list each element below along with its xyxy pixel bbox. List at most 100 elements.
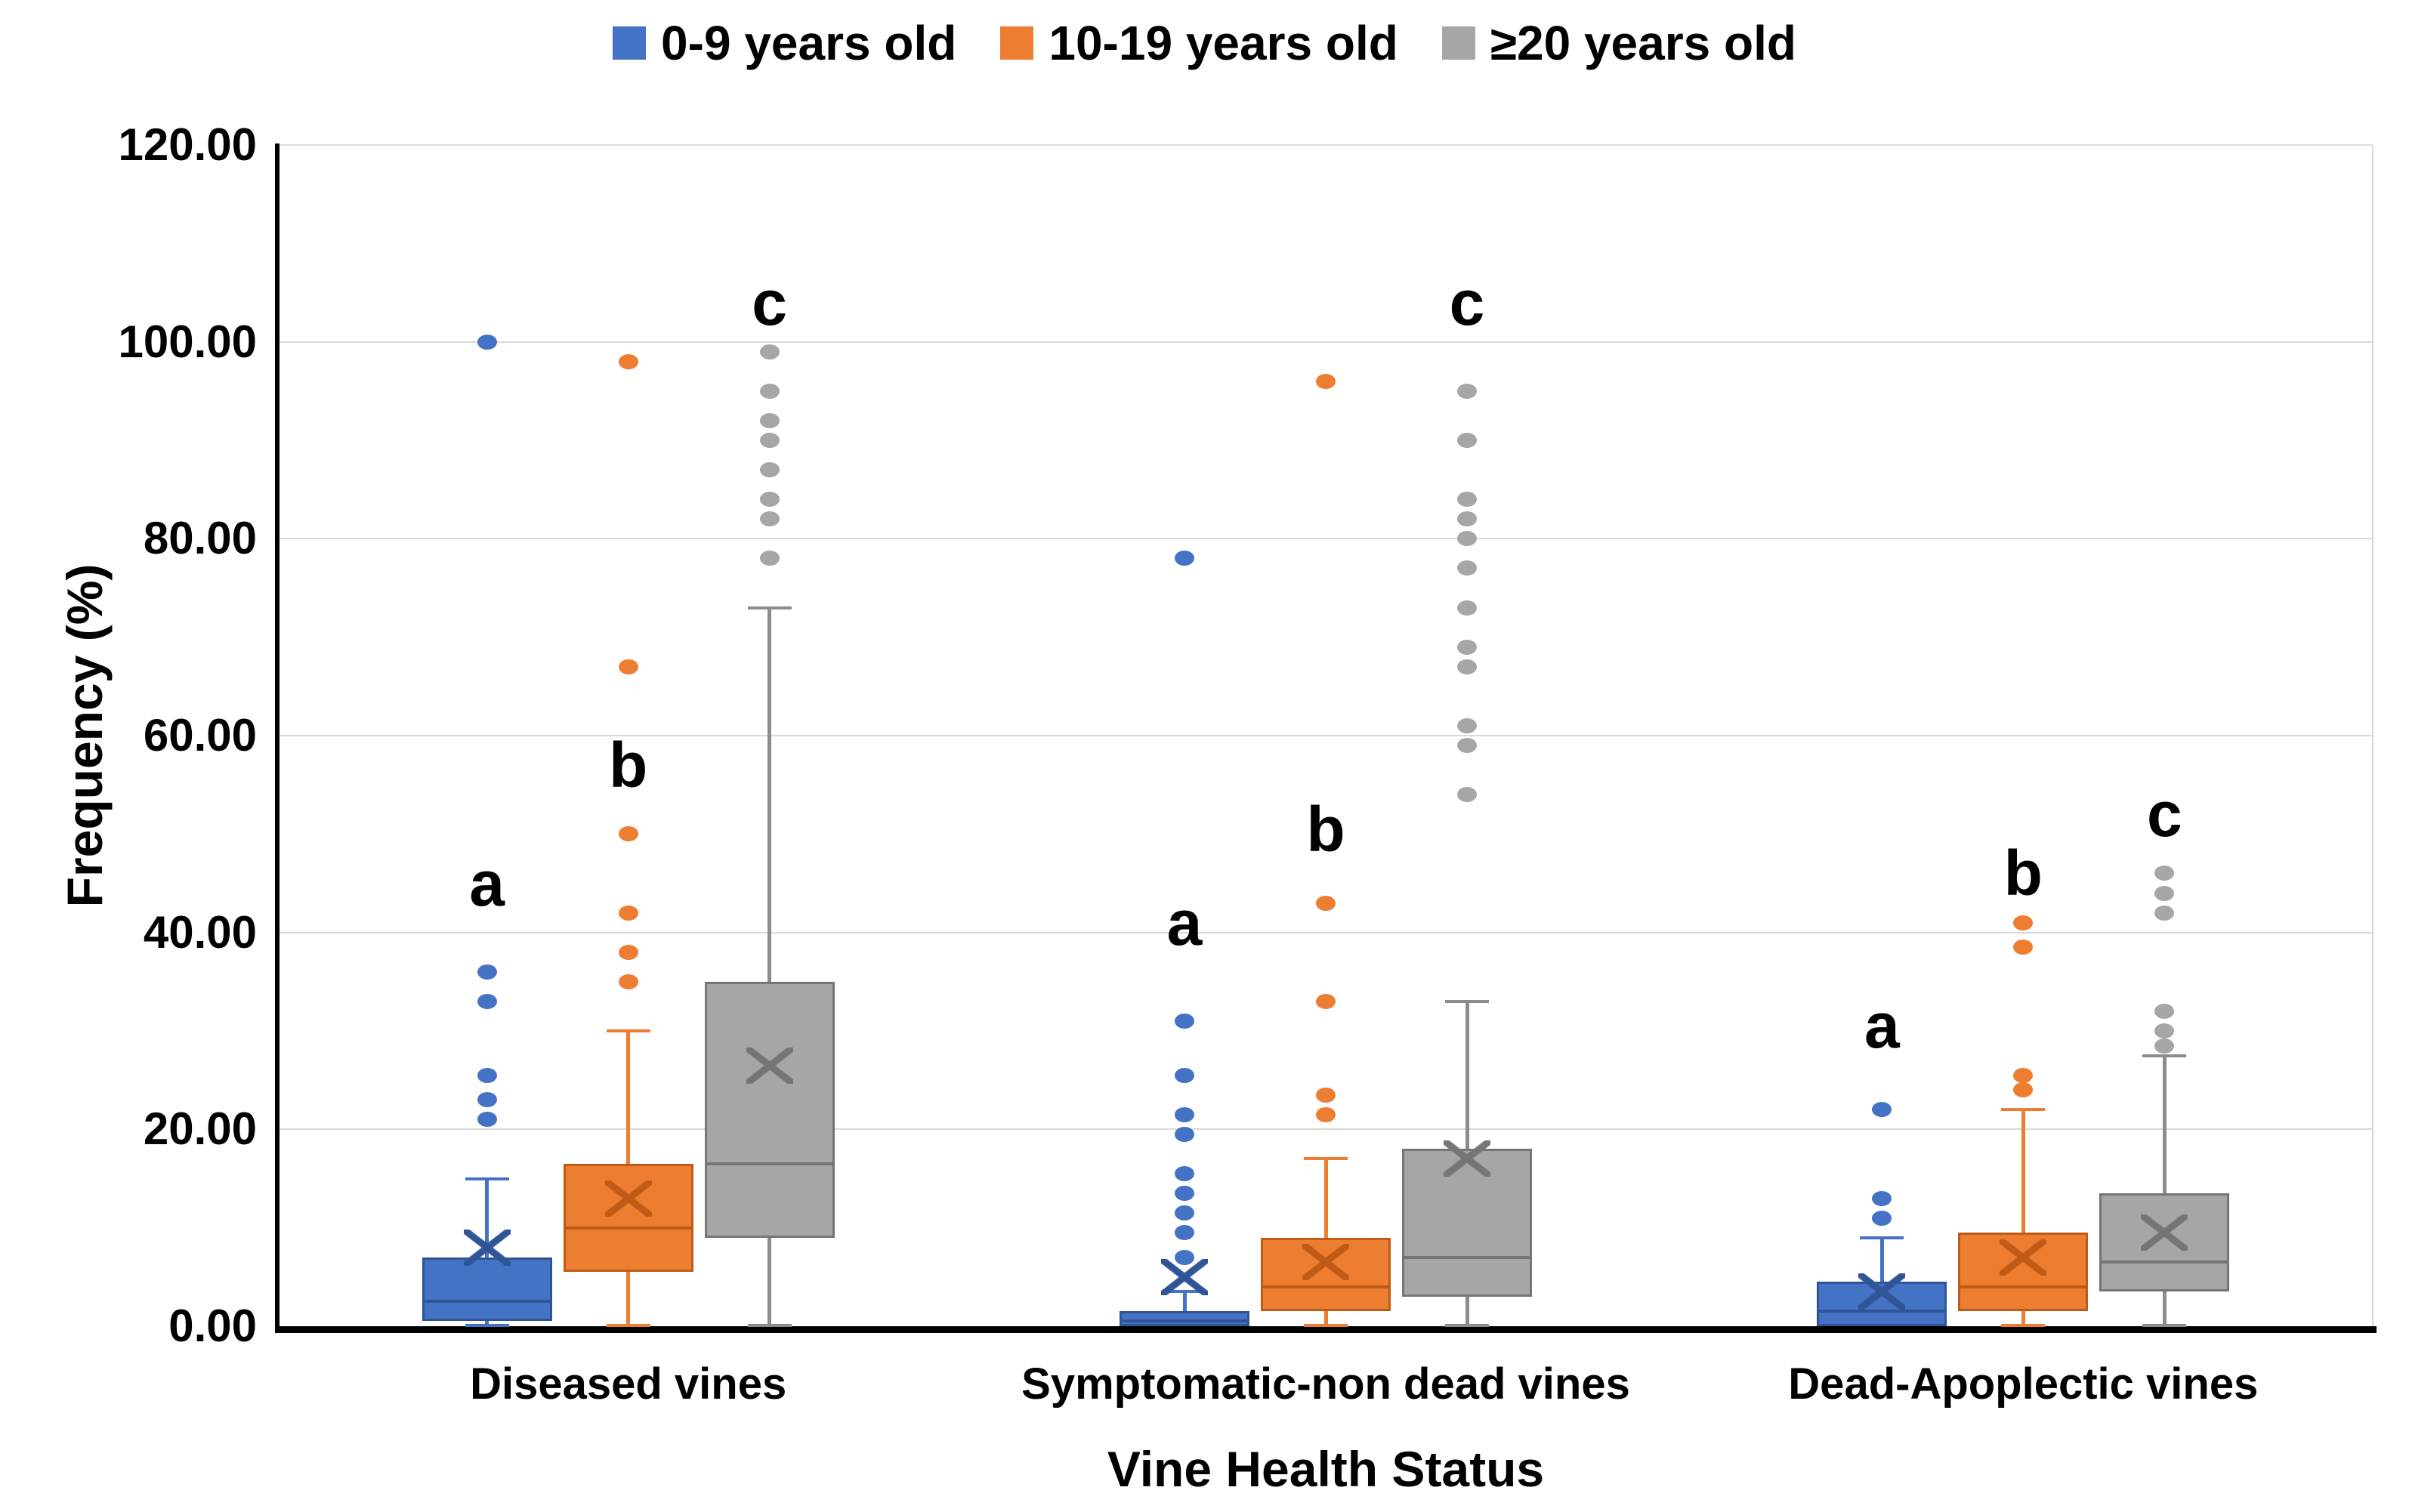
whisker-high-cap [606, 1029, 650, 1032]
x-axis-title: Vine Health Status [1107, 1441, 1545, 1497]
whisker-low-cap [1445, 1324, 1489, 1327]
legend-item-3: ≥20 years old [1441, 16, 1796, 70]
median-line [1261, 1285, 1391, 1288]
whisker-high-cap [1304, 1157, 1348, 1161]
outlier-dot [1175, 1249, 1194, 1265]
whisker-high-cap [1445, 999, 1489, 1003]
outlier-dot [759, 344, 780, 359]
mean-marker [604, 1180, 652, 1217]
whisker-low-cap [747, 1324, 792, 1327]
outlier-dot [1457, 787, 1477, 803]
significance-letter-c: c [752, 267, 788, 338]
outlier-dot [1175, 1067, 1194, 1083]
y-tick-120.00: 120.00 [118, 119, 257, 170]
outlier-dot [1175, 1165, 1194, 1181]
legend-label: 10-19 years old [1049, 16, 1398, 70]
whisker-low-cap [2142, 1324, 2187, 1327]
whisker-low-line [626, 1272, 631, 1326]
whisker-high-line [1465, 1001, 1469, 1149]
outlier-dot [477, 1067, 497, 1083]
outlier-dot [1457, 717, 1477, 733]
mean-marker [746, 1047, 793, 1084]
outlier-dot [759, 383, 780, 399]
whisker-high-line [1182, 1291, 1187, 1312]
outlier-dot [2154, 885, 2175, 901]
significance-letter-c: c [2146, 779, 2182, 850]
outlier-dot [759, 462, 780, 478]
whisker-low-cap [465, 1324, 509, 1327]
legend-item-2: 10-19 years old [1000, 17, 1398, 69]
significance-letter-a: a [1864, 990, 1900, 1062]
y-tick-20.00: 20.00 [143, 1103, 257, 1155]
outlier-dot [1457, 531, 1477, 547]
outlier-dot [1175, 551, 1194, 566]
outlier-dot [1316, 1087, 1336, 1103]
legend-label: 0-9 years old [661, 16, 957, 70]
outlier-dot [1457, 383, 1477, 399]
legend-label: ≥20 years old [1490, 16, 1796, 70]
outlier-dot [1316, 1106, 1336, 1122]
significance-letter-c: c [1449, 267, 1485, 338]
gridline-80 [280, 538, 2372, 540]
outlier-dot [618, 974, 638, 989]
significance-letter-b: b [1306, 793, 1345, 865]
outlier-dot [1175, 1205, 1194, 1221]
whisker-high-cap [465, 1177, 509, 1180]
outlier-dot [759, 511, 780, 527]
outlier-dot [618, 944, 638, 960]
gridline-120 [280, 144, 2372, 146]
outlier-dot [477, 334, 497, 350]
gridline-40 [280, 931, 2372, 933]
outlier-dot [1316, 373, 1336, 389]
whisker-high-line [2021, 1109, 2025, 1233]
whisker-high-line [1323, 1159, 1328, 1238]
mean-marker [2141, 1214, 2188, 1251]
mean-marker [1161, 1258, 1208, 1295]
outlier-dot [1457, 659, 1477, 674]
significance-letter-a: a [1166, 887, 1203, 958]
legend-swatch-icon [1000, 26, 1034, 60]
gridline-60 [280, 735, 2372, 736]
outlier-dot [759, 551, 780, 566]
whisker-high-line [1879, 1237, 1884, 1282]
outlier-dot [1175, 1225, 1194, 1241]
outlier-dot [759, 412, 780, 428]
outlier-dot [759, 492, 780, 508]
outlier-dot [1872, 1102, 1892, 1118]
median-line [563, 1226, 693, 1230]
outlier-dot [618, 826, 638, 842]
outlier-dot [2013, 1067, 2034, 1083]
outlier-dot [1175, 1106, 1194, 1122]
median-line [704, 1162, 835, 1165]
whisker-high-line [767, 607, 772, 982]
outlier-dot [1457, 639, 1477, 655]
whisker-low-line [485, 1321, 490, 1326]
whisker-high-cap [747, 606, 792, 609]
y-tick-100.00: 100.00 [118, 316, 257, 367]
y-axis-line [275, 143, 280, 1328]
gridline-20 [280, 1128, 2372, 1131]
outlier-dot [2013, 940, 2034, 955]
outlier-dot [1457, 600, 1477, 616]
outlier-dot [1457, 492, 1477, 508]
outlier-dot [2154, 905, 2175, 921]
legend-item-1: 0-9 years old [613, 17, 956, 69]
outlier-dot [2013, 915, 2034, 930]
y-tick-0.00: 0.00 [168, 1301, 257, 1351]
whisker-low-line [2162, 1291, 2167, 1326]
outlier-dot [1457, 511, 1477, 527]
significance-letter-a: a [469, 847, 505, 919]
outlier-dot [759, 433, 780, 448]
outlier-dot [1872, 1190, 1892, 1206]
mean-marker [1444, 1140, 1490, 1177]
category-label-2: Symptomatic-non dead vines [1021, 1359, 1630, 1409]
plot-area: a a a b b b c c c [275, 143, 2377, 1333]
outlier-dot [1457, 560, 1477, 576]
outlier-dot [1175, 1186, 1194, 1202]
median-line [422, 1300, 552, 1304]
box-≥20-years-old-cat1 [704, 981, 835, 1238]
mean-marker [1302, 1244, 1349, 1281]
y-tick-80.00: 80.00 [143, 513, 257, 564]
plot-right-border [2372, 145, 2373, 1326]
